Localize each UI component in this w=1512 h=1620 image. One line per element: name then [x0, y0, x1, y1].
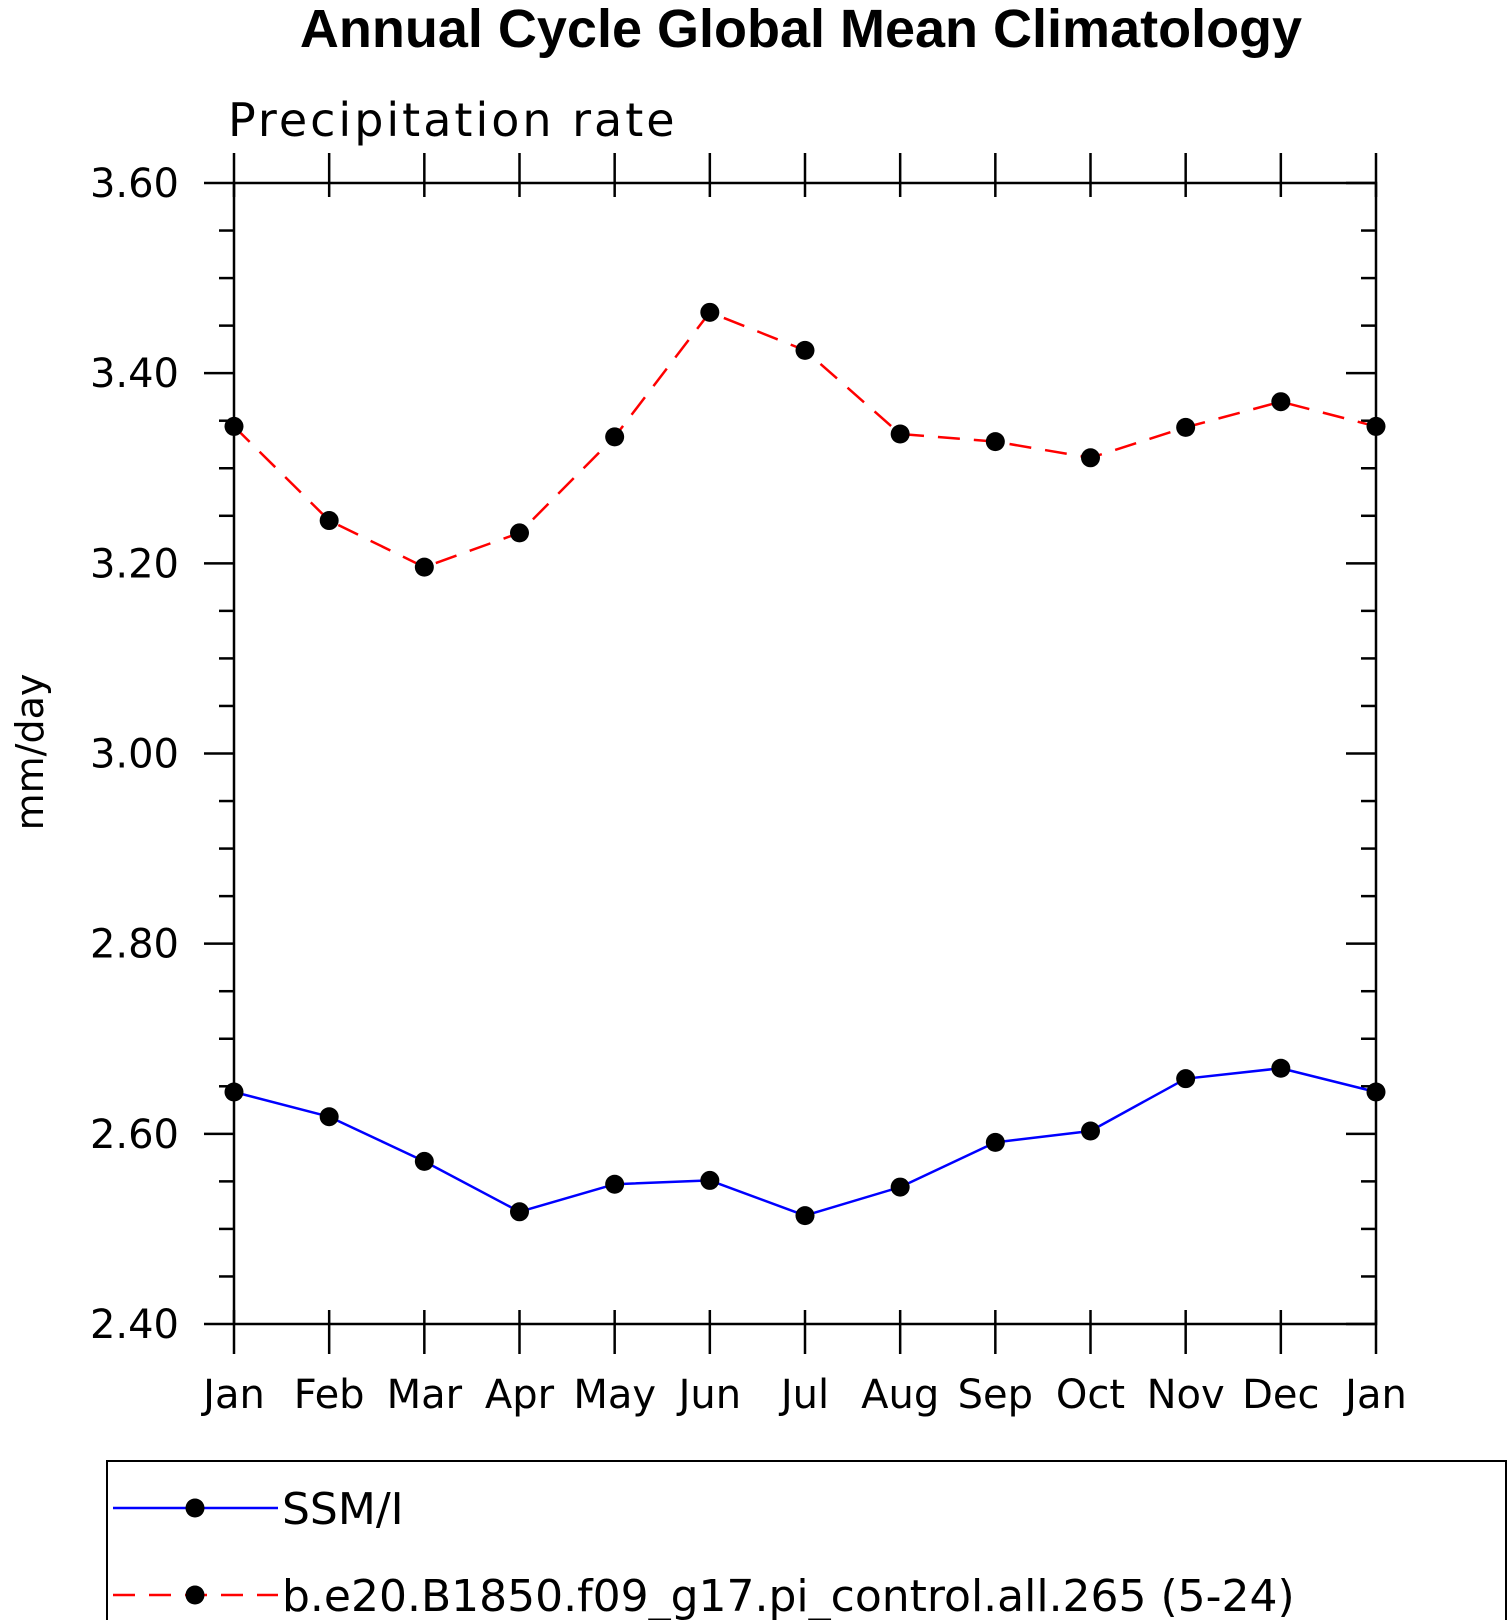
x-tick-label: Jan [200, 1372, 265, 1418]
x-tick-label: Mar [387, 1372, 463, 1418]
x-tick-label: Aug [861, 1372, 939, 1418]
data-point [224, 416, 244, 436]
data-point [1176, 1069, 1196, 1089]
data-point [605, 1174, 625, 1194]
y-tick-label: 3.00 [90, 732, 179, 778]
x-tick-label: Apr [485, 1372, 555, 1418]
x-tick-label: May [573, 1372, 656, 1418]
data-point [414, 557, 434, 577]
x-tick-label: Dec [1242, 1372, 1319, 1418]
data-point [890, 424, 910, 444]
data-point [1081, 448, 1100, 468]
data-point [795, 1206, 815, 1226]
y-tick-label: 2.40 [90, 1302, 179, 1348]
legend-marker-2 [185, 1585, 205, 1605]
legend: SSM/I b.e20.B1850.f09_g17.pi_control.all.… [106, 1460, 1507, 1620]
series-group [224, 302, 1386, 1226]
y-tick-label: 3.40 [90, 351, 179, 397]
data-point [1366, 416, 1386, 436]
x-tick-label: Oct [1056, 1372, 1125, 1418]
legend-box [106, 1460, 1507, 1620]
data-point [985, 1132, 1005, 1152]
x-tick-label: Jan [1342, 1372, 1407, 1418]
data-point [1271, 392, 1291, 412]
y-tick-label: 3.60 [90, 161, 179, 207]
data-point [700, 302, 720, 322]
axes: 2.40 2.60 2.80 3.00 3.20 3.40 3.60 Jan Feb Mar Apr… [90, 153, 1407, 1418]
y-tick-label: 3.20 [90, 541, 179, 587]
data-point [510, 1202, 529, 1222]
data-point [890, 1177, 910, 1197]
y-axis-label: mm/day [8, 674, 52, 831]
data-point [795, 340, 815, 360]
legend-marker-1 [185, 1498, 205, 1518]
data-point [605, 427, 625, 447]
data-point [1081, 1121, 1100, 1141]
x-tick-label: Jun [676, 1372, 742, 1418]
chart-title: Annual Cycle Global Mean Climatology [300, 0, 1302, 59]
x-tick-label: Sep [958, 1372, 1033, 1418]
x-tick-label: Jul [778, 1372, 829, 1418]
series-1 [224, 1058, 1386, 1226]
data-point [319, 1107, 339, 1127]
data-point [414, 1151, 434, 1171]
x-tick-label: Nov [1147, 1372, 1225, 1418]
series-2 [224, 302, 1386, 577]
data-point [224, 1082, 244, 1102]
data-point [1271, 1058, 1291, 1078]
data-point [1366, 1082, 1386, 1102]
data-point [985, 432, 1005, 452]
data-point [700, 1170, 720, 1190]
chart-subtitle: Precipitation rate [228, 93, 678, 147]
y-tick-label: 2.80 [90, 922, 179, 968]
data-point [319, 511, 339, 531]
data-point [1176, 417, 1196, 437]
legend-label-1: SSM/I [282, 1484, 404, 1535]
y-tick-label: 2.60 [90, 1112, 179, 1158]
data-point [510, 523, 529, 543]
series-line [233, 1066, 1377, 1217]
legend-label-2: b.e20.B1850.f09_g17.pi_control.all.265 (… [282, 1571, 1295, 1620]
x-tick-label: Feb [294, 1372, 365, 1418]
